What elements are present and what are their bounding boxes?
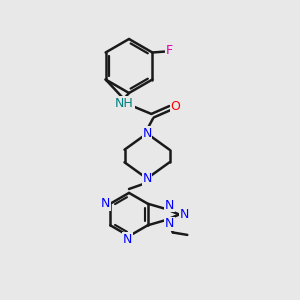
- Text: O: O: [171, 100, 180, 113]
- Text: F: F: [165, 44, 172, 58]
- Text: N: N: [123, 232, 132, 246]
- Text: N: N: [165, 199, 174, 212]
- Text: N: N: [142, 172, 152, 185]
- Text: N: N: [165, 217, 174, 230]
- Text: N: N: [180, 208, 189, 221]
- Text: N: N: [142, 127, 152, 140]
- Text: NH: NH: [115, 97, 134, 110]
- Text: N: N: [101, 197, 110, 210]
